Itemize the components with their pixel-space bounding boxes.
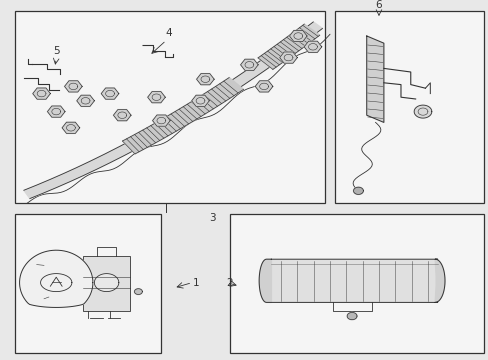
Polygon shape [240,59,258,71]
Polygon shape [64,81,82,92]
Text: 5: 5 [53,46,60,56]
Polygon shape [434,259,444,302]
Polygon shape [191,95,209,107]
Text: 6: 6 [375,0,382,10]
Polygon shape [147,91,165,103]
Bar [266,259,437,302]
Polygon shape [279,52,297,63]
Bar [15,214,161,353]
Polygon shape [196,73,214,85]
Text: 3: 3 [209,213,216,223]
Polygon shape [24,22,322,198]
Polygon shape [113,109,131,121]
Polygon shape [346,312,356,320]
Polygon shape [366,36,383,122]
Text: 2: 2 [225,278,232,288]
Polygon shape [77,95,94,107]
Text: 4: 4 [165,28,172,38]
Polygon shape [122,77,243,154]
Polygon shape [20,250,93,307]
Polygon shape [259,259,271,302]
Polygon shape [353,187,363,194]
Polygon shape [258,24,319,69]
Bar [83,256,129,311]
Polygon shape [134,289,142,294]
Polygon shape [152,115,170,126]
Polygon shape [47,106,65,117]
Polygon shape [413,105,431,118]
Bar [229,214,483,353]
Polygon shape [289,30,306,42]
Polygon shape [33,88,50,99]
Text: 1: 1 [193,278,200,288]
Bar [334,11,483,203]
Polygon shape [101,88,119,99]
Polygon shape [94,274,119,292]
Polygon shape [62,122,80,134]
Bar [15,11,325,203]
Polygon shape [255,81,272,92]
Polygon shape [304,41,321,53]
